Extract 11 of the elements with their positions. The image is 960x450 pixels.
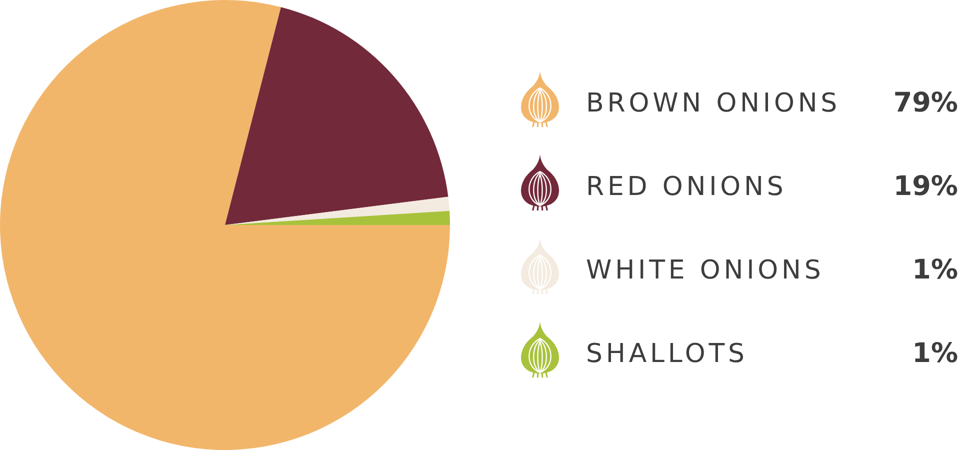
pie-slice — [225, 196, 450, 225]
data-label: 19% — [893, 171, 958, 202]
pie-slice — [0, 0, 450, 450]
legend-label: BROWN ONIONS — [586, 88, 841, 118]
legend-label: RED ONIONS — [586, 172, 787, 202]
data-label: 79% — [893, 88, 958, 119]
legend-label: WHITE ONIONS — [586, 255, 824, 286]
data-label: 1% — [912, 254, 958, 286]
data-label: 1% — [912, 338, 958, 370]
legend-label: SHALLOTS — [586, 338, 748, 369]
pie-slice — [225, 7, 448, 225]
